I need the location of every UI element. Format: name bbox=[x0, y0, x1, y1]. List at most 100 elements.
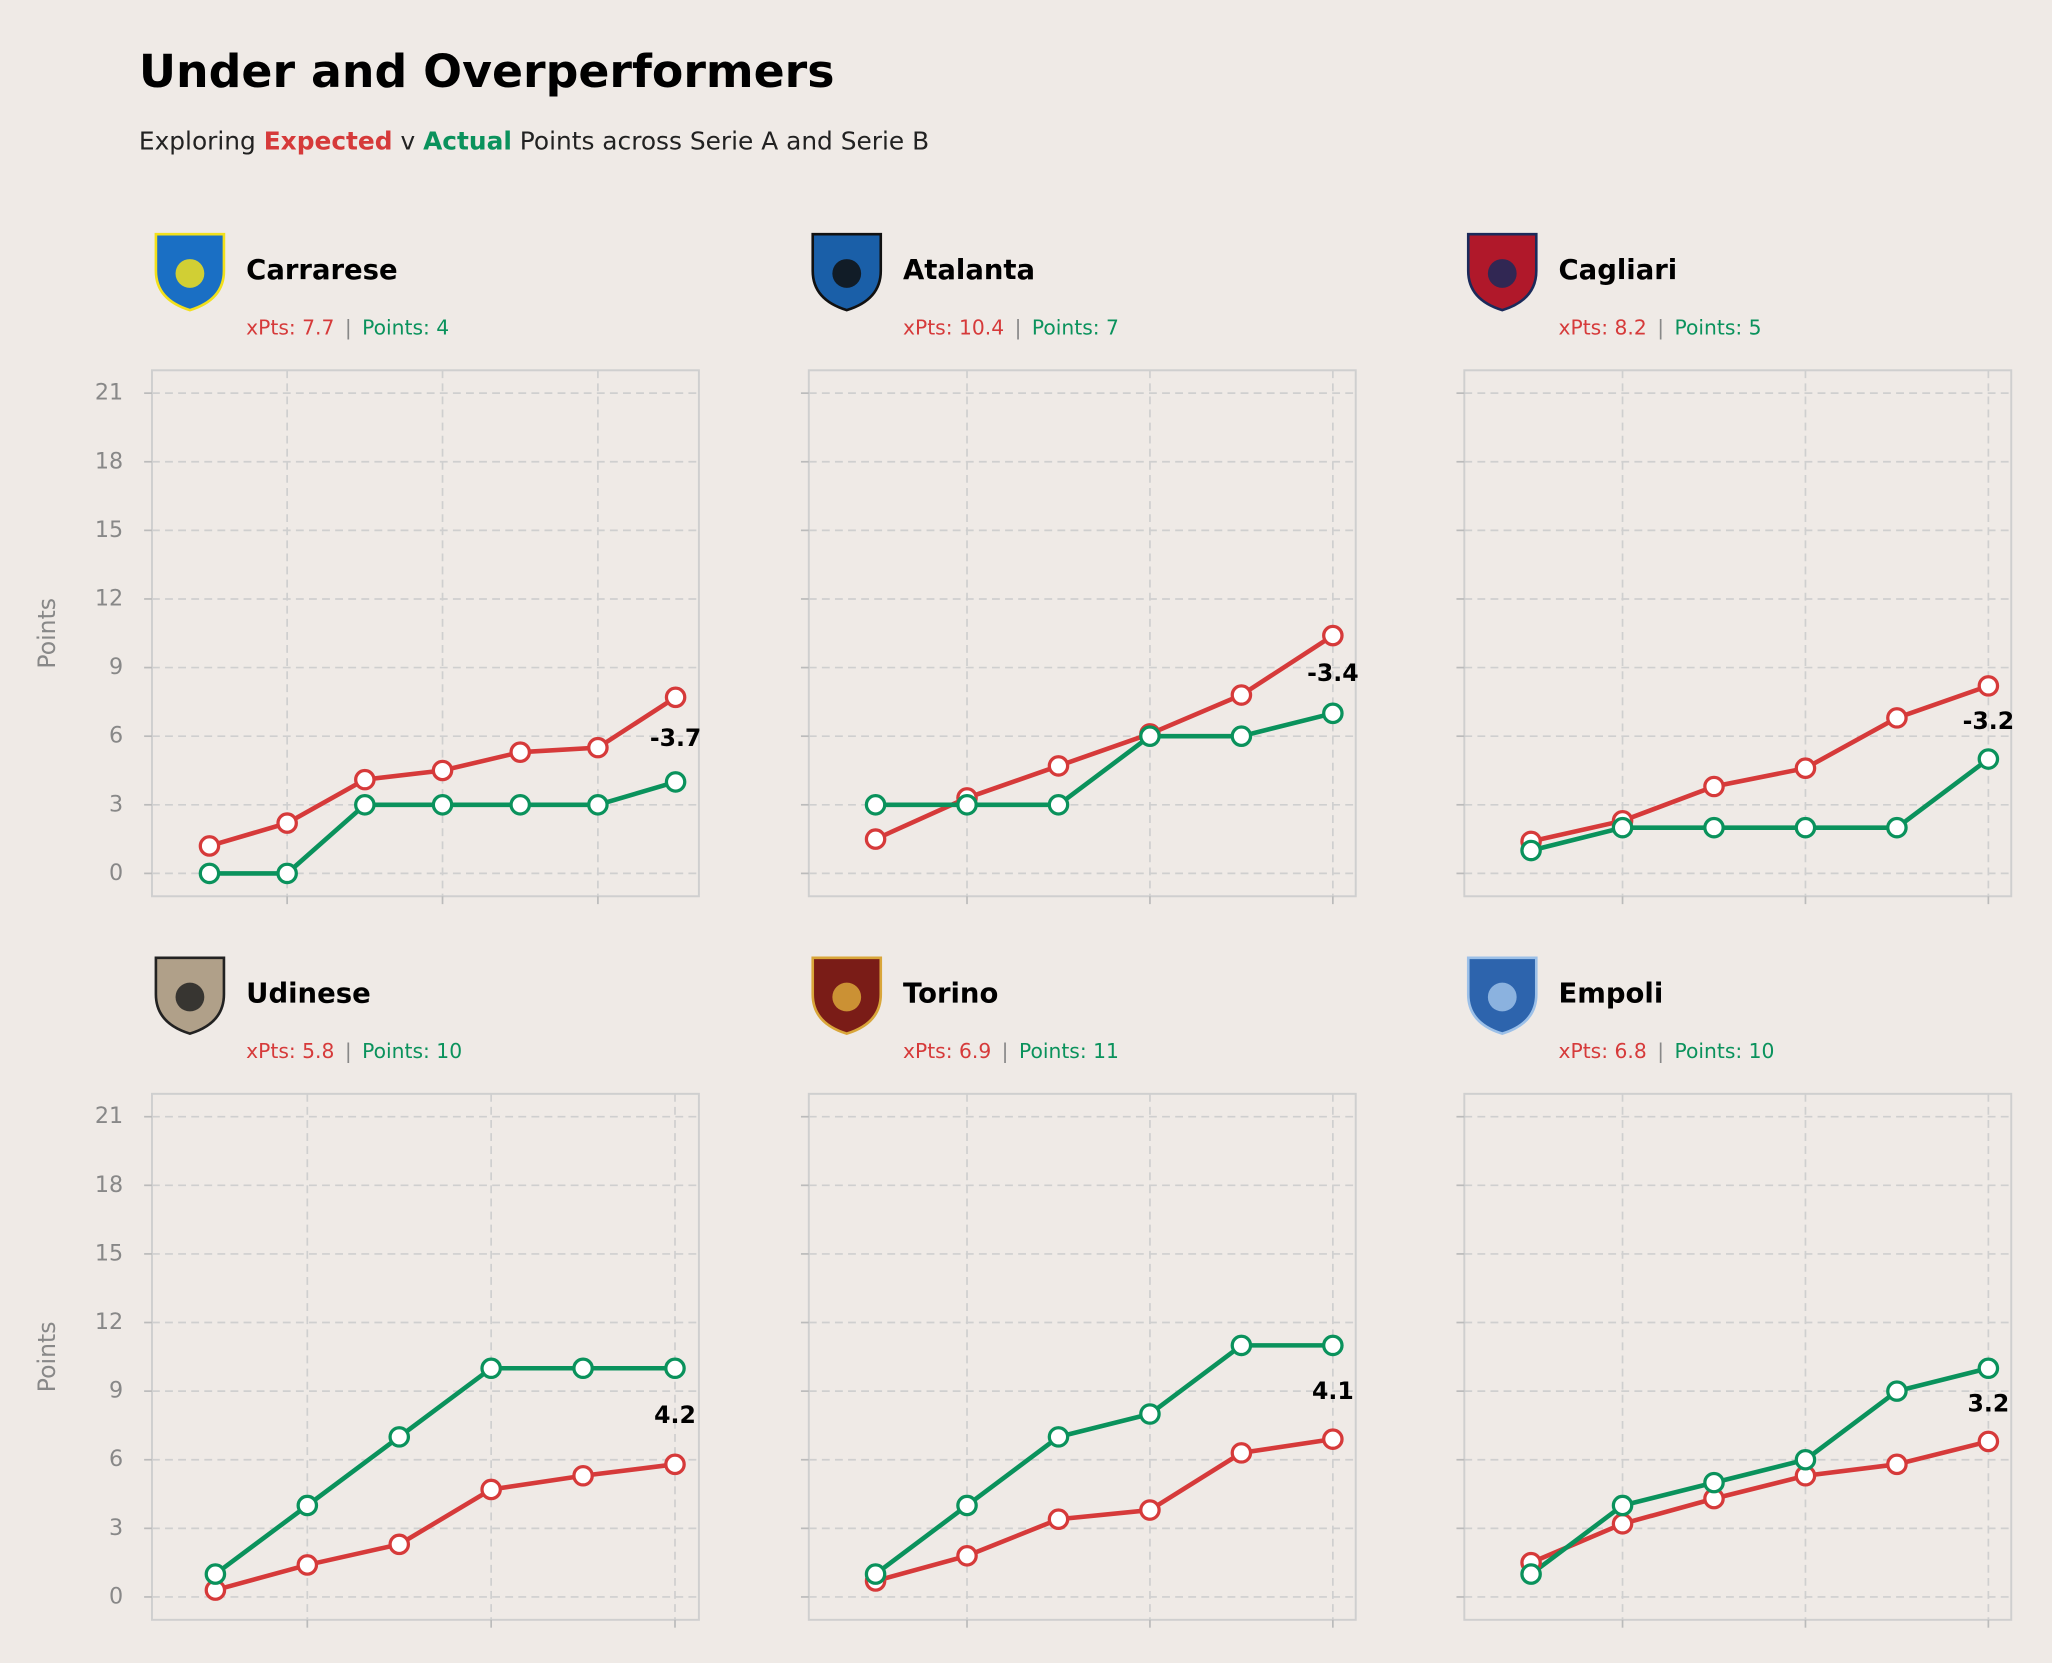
difference-annotation: -3.7 bbox=[650, 724, 701, 752]
point bbox=[431, 793, 454, 816]
point bbox=[1977, 1430, 2000, 1453]
points-text: Points: 10 bbox=[362, 1038, 462, 1062]
separator: | bbox=[1002, 1038, 1009, 1062]
team-name: Udinese bbox=[246, 978, 371, 1009]
team-logo-emblem bbox=[1487, 982, 1517, 1012]
team-stats: xPts: 6.8 | Points: 10 bbox=[1559, 1038, 1775, 1062]
point bbox=[1794, 1448, 1817, 1471]
difference-annotation: 4.1 bbox=[1312, 1377, 1354, 1405]
team-name: Empoli bbox=[1559, 978, 1664, 1009]
series-line bbox=[1530, 683, 1990, 844]
point bbox=[1520, 839, 1542, 862]
point bbox=[296, 1494, 319, 1517]
point bbox=[664, 771, 687, 793]
chart-subtitle: Exploring Expected v Actual Points acros… bbox=[139, 127, 929, 156]
subtitle-actual: Actual bbox=[423, 127, 512, 156]
point bbox=[664, 1453, 686, 1476]
point bbox=[1886, 1380, 1908, 1402]
point bbox=[198, 835, 221, 857]
point bbox=[276, 812, 298, 834]
point bbox=[664, 686, 687, 709]
team-logo-emblem bbox=[832, 259, 862, 288]
subtitle-part: Exploring bbox=[139, 127, 264, 156]
point bbox=[1322, 1428, 1344, 1450]
y-tick-label: 18 bbox=[95, 1172, 123, 1198]
point bbox=[664, 1357, 686, 1380]
points-text: Points: 5 bbox=[1675, 315, 1762, 339]
point bbox=[1322, 624, 1344, 647]
series-line bbox=[1529, 1366, 1989, 1576]
separator: | bbox=[345, 1038, 352, 1062]
point bbox=[587, 736, 609, 759]
point bbox=[1977, 748, 2000, 770]
point bbox=[1611, 1494, 1634, 1517]
point bbox=[1047, 755, 1070, 777]
point bbox=[956, 793, 978, 816]
separator: | bbox=[345, 315, 352, 339]
series-line bbox=[1530, 757, 1990, 853]
xpts-text: xPts: 6.9 bbox=[903, 1038, 991, 1062]
point bbox=[1886, 1453, 1908, 1476]
point bbox=[204, 1563, 227, 1585]
point bbox=[956, 1544, 978, 1567]
point bbox=[1611, 1512, 1634, 1535]
points-text: Points: 4 bbox=[362, 315, 449, 339]
y-tick-label: 3 bbox=[109, 791, 123, 817]
point bbox=[1139, 725, 1161, 747]
y-tick-label: 15 bbox=[95, 1240, 123, 1266]
point bbox=[956, 1494, 978, 1517]
team-name: Carrarese bbox=[246, 255, 397, 286]
y-tick-label: 9 bbox=[109, 1378, 123, 1404]
plot-frame bbox=[150, 369, 700, 898]
difference-annotation: -3.2 bbox=[1963, 707, 2015, 735]
xpts-text: xPts: 6.8 bbox=[1559, 1038, 1647, 1062]
point bbox=[198, 862, 221, 885]
point bbox=[1047, 1508, 1070, 1530]
point bbox=[431, 759, 454, 782]
y-tick-label: 15 bbox=[95, 517, 123, 543]
y-tick-label: 12 bbox=[95, 585, 123, 611]
point bbox=[1977, 675, 2000, 697]
point bbox=[1047, 793, 1070, 816]
point bbox=[1230, 725, 1253, 747]
xpts-text: xPts: 5.8 bbox=[246, 1038, 334, 1062]
separator: | bbox=[1657, 315, 1664, 339]
point bbox=[509, 793, 532, 816]
team-logo-emblem bbox=[832, 982, 862, 1012]
y-tick-label: 12 bbox=[95, 1309, 123, 1335]
difference-annotation: -3.4 bbox=[1307, 659, 1359, 687]
point bbox=[1794, 816, 1817, 839]
point bbox=[572, 1357, 594, 1380]
point bbox=[354, 768, 376, 791]
series-line bbox=[875, 711, 1334, 808]
points-text: Points: 10 bbox=[1675, 1038, 1775, 1062]
point bbox=[864, 793, 887, 816]
y-tick-label: 0 bbox=[109, 860, 123, 886]
team-stats: xPts: 6.9 | Points: 11 bbox=[903, 1038, 1119, 1062]
series-line bbox=[874, 1343, 1333, 1576]
point bbox=[1611, 816, 1634, 839]
chart-title: Under and Overperformers bbox=[139, 44, 835, 98]
y-tick-label: 21 bbox=[95, 380, 123, 406]
y-tick-label: 6 bbox=[109, 1446, 123, 1472]
series-line bbox=[874, 1436, 1334, 1584]
point bbox=[354, 793, 376, 816]
series-line bbox=[214, 1462, 676, 1593]
point bbox=[1703, 775, 1725, 798]
point bbox=[1322, 1334, 1344, 1357]
point bbox=[1230, 684, 1253, 706]
plot-frame bbox=[1463, 1092, 2013, 1621]
difference-annotation: 3.2 bbox=[1968, 1389, 2010, 1417]
point bbox=[1703, 816, 1725, 839]
team-stats: xPts: 5.8 | Points: 10 bbox=[246, 1038, 462, 1062]
plot-frame bbox=[1463, 369, 2013, 898]
team-logo-emblem bbox=[175, 982, 205, 1012]
xpts-text: xPts: 7.7 bbox=[246, 315, 334, 339]
xpts-text: xPts: 10.4 bbox=[903, 315, 1004, 339]
y-tick-label: 6 bbox=[109, 723, 123, 749]
team-name: Atalanta bbox=[903, 255, 1035, 286]
series-line bbox=[214, 1365, 675, 1576]
point bbox=[1886, 816, 1908, 839]
plot-frame bbox=[807, 369, 1357, 898]
